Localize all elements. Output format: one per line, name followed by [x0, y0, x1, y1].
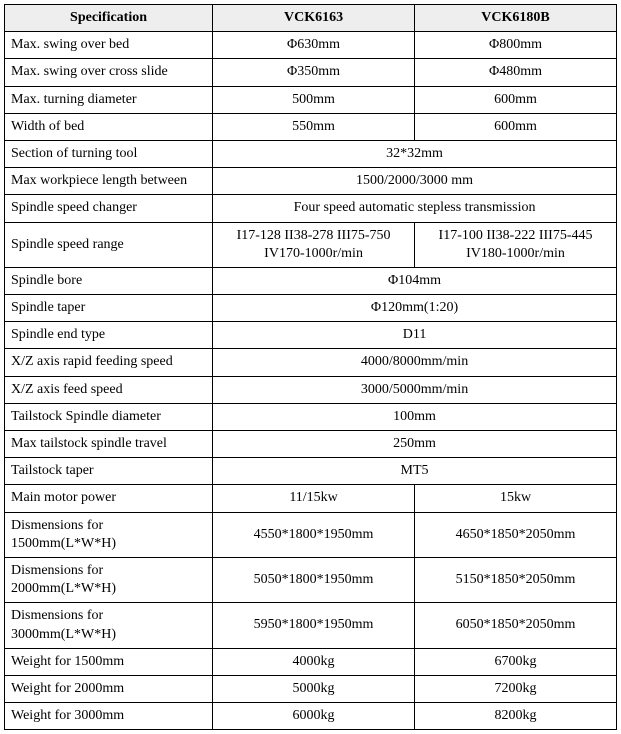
spec-value-1: 4000kg	[213, 648, 415, 675]
spec-value-1: Φ630mm	[213, 32, 415, 59]
table-row: Tailstock Spindle diameter100mm	[5, 403, 617, 430]
spec-value-merged: D11	[213, 322, 617, 349]
table-row: Max. swing over bedΦ630mmΦ800mm	[5, 32, 617, 59]
spec-label: Weight for 1500mm	[5, 648, 213, 675]
spec-value-1: 5000kg	[213, 675, 415, 702]
spec-label: Tailstock taper	[5, 458, 213, 485]
spec-value-2: 8200kg	[415, 703, 617, 730]
table-row: Max tailstock spindle travel250mm	[5, 431, 617, 458]
spec-label: Dismensions for 2000mm(L*W*H)	[5, 557, 213, 602]
spec-label: Max. turning diameter	[5, 86, 213, 113]
spec-value-merged: Φ104mm	[213, 267, 617, 294]
spec-value-merged: 4000/8000mm/min	[213, 349, 617, 376]
spec-label: X/Z axis feed speed	[5, 376, 213, 403]
table-row: Section of turning tool32*32mm	[5, 140, 617, 167]
spec-label: Spindle speed changer	[5, 195, 213, 222]
table-row: Spindle end typeD11	[5, 322, 617, 349]
table-row: Tailstock taperMT5	[5, 458, 617, 485]
table-row: Dismensions for 2000mm(L*W*H)5050*1800*1…	[5, 557, 617, 602]
spec-value-2: 15kw	[415, 485, 617, 512]
spec-table: Specification VCK6163 VCK6180B Max. swin…	[4, 4, 617, 730]
spec-value-1: 4550*1800*1950mm	[213, 512, 415, 557]
table-row: Weight for 1500mm4000kg6700kg	[5, 648, 617, 675]
spec-label: Section of turning tool	[5, 140, 213, 167]
spec-label: Spindle bore	[5, 267, 213, 294]
spec-value-1: 550mm	[213, 113, 415, 140]
table-row: Max workpiece length between1500/2000/30…	[5, 168, 617, 195]
spec-value-merged: 100mm	[213, 403, 617, 430]
table-row: Main motor power11/15kw15kw	[5, 485, 617, 512]
table-row: Max. turning diameter500mm600mm	[5, 86, 617, 113]
spec-value-2: 6700kg	[415, 648, 617, 675]
spec-value-merged: Four speed automatic stepless transmissi…	[213, 195, 617, 222]
spec-value-merged: 1500/2000/3000 mm	[213, 168, 617, 195]
spec-value-merged: MT5	[213, 458, 617, 485]
spec-label: Max. swing over cross slide	[5, 59, 213, 86]
spec-label: Spindle end type	[5, 322, 213, 349]
spec-label: Tailstock Spindle diameter	[5, 403, 213, 430]
spec-value-2: 5150*1850*2050mm	[415, 557, 617, 602]
spec-value-1: 6000kg	[213, 703, 415, 730]
table-row: Spindle taperΦ120mm(1:20)	[5, 295, 617, 322]
table-row: Weight for 2000mm5000kg7200kg	[5, 675, 617, 702]
spec-label: Max workpiece length between	[5, 168, 213, 195]
table-row: Max. swing over cross slideΦ350mmΦ480mm	[5, 59, 617, 86]
table-row: Weight for 3000mm6000kg8200kg	[5, 703, 617, 730]
spec-label: Spindle taper	[5, 295, 213, 322]
spec-label: Weight for 3000mm	[5, 703, 213, 730]
spec-label: X/Z axis rapid feeding speed	[5, 349, 213, 376]
header-row: Specification VCK6163 VCK6180B	[5, 5, 617, 32]
spec-value-merged: 250mm	[213, 431, 617, 458]
spec-value-2: 7200kg	[415, 675, 617, 702]
table-row: Dismensions for 3000mm(L*W*H)5950*1800*1…	[5, 603, 617, 648]
table-row: Width of bed550mm600mm	[5, 113, 617, 140]
spec-value-merged: 3000/5000mm/min	[213, 376, 617, 403]
spec-value-2: Φ800mm	[415, 32, 617, 59]
spec-value-2: 600mm	[415, 113, 617, 140]
spec-label: Max tailstock spindle travel	[5, 431, 213, 458]
spec-value-2: 600mm	[415, 86, 617, 113]
table-row: X/Z axis rapid feeding speed4000/8000mm/…	[5, 349, 617, 376]
header-model-1: VCK6163	[213, 5, 415, 32]
table-row: Spindle boreΦ104mm	[5, 267, 617, 294]
spec-label: Dismensions for 1500mm(L*W*H)	[5, 512, 213, 557]
spec-label: Max. swing over bed	[5, 32, 213, 59]
spec-value-1: I17-128 II38-278 III75-750 IV170-1000r/m…	[213, 222, 415, 267]
spec-value-1: 5950*1800*1950mm	[213, 603, 415, 648]
header-spec: Specification	[5, 5, 213, 32]
spec-label: Dismensions for 3000mm(L*W*H)	[5, 603, 213, 648]
spec-value-2: Φ480mm	[415, 59, 617, 86]
spec-value-1: 5050*1800*1950mm	[213, 557, 415, 602]
spec-value-1: Φ350mm	[213, 59, 415, 86]
spec-label: Width of bed	[5, 113, 213, 140]
spec-value-merged: 32*32mm	[213, 140, 617, 167]
spec-value-2: 6050*1850*2050mm	[415, 603, 617, 648]
table-row: Dismensions for 1500mm(L*W*H)4550*1800*1…	[5, 512, 617, 557]
table-row: Spindle speed changerFour speed automati…	[5, 195, 617, 222]
spec-value-merged: Φ120mm(1:20)	[213, 295, 617, 322]
spec-value-1: 11/15kw	[213, 485, 415, 512]
table-row: X/Z axis feed speed3000/5000mm/min	[5, 376, 617, 403]
spec-value-1: 500mm	[213, 86, 415, 113]
spec-value-2: 4650*1850*2050mm	[415, 512, 617, 557]
spec-label: Main motor power	[5, 485, 213, 512]
spec-value-2: I17-100 II38-222 III75-445 IV180-1000r/m…	[415, 222, 617, 267]
spec-label: Weight for 2000mm	[5, 675, 213, 702]
table-row: Spindle speed rangeI17-128 II38-278 III7…	[5, 222, 617, 267]
spec-label: Spindle speed range	[5, 222, 213, 267]
header-model-2: VCK6180B	[415, 5, 617, 32]
